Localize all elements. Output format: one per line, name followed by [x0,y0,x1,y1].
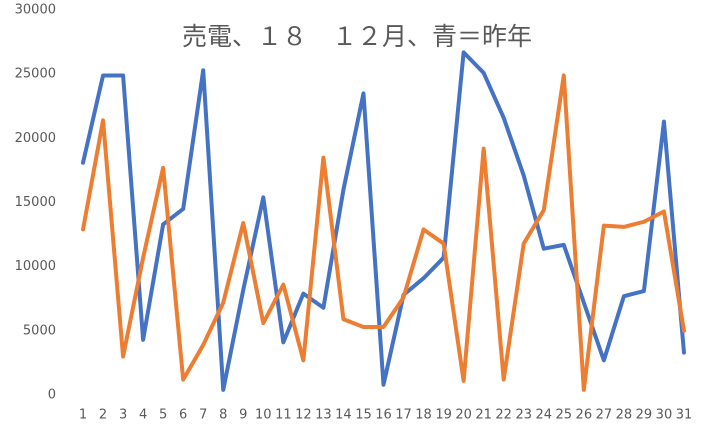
x-tick-label: 10 [255,408,272,423]
y-tick-label: 0 [48,388,56,403]
x-tick-label: 5 [159,408,167,423]
x-tick-label: 3 [119,408,127,423]
x-tick-label: 24 [535,408,552,423]
x-tick-label: 2 [99,408,107,423]
x-tick-label: 29 [636,408,653,423]
x-tick-label: 25 [556,408,573,423]
y-tick-label: 10000 [15,259,56,274]
series-line [81,73,686,392]
x-tick-label: 4 [139,408,147,423]
chart-title: 売電、１８ １２月、青＝昨年 [182,22,532,51]
y-tick-label: 5000 [23,323,56,338]
x-tick-label: 7 [199,408,207,423]
x-tick-label: 20 [455,408,472,423]
x-tick-label: 23 [515,408,532,423]
x-tick-label: 15 [355,408,372,423]
y-tick-label: 30000 [15,3,56,18]
x-tick-label: 16 [375,408,392,423]
x-tick-label: 30 [656,408,673,423]
x-tick-label: 19 [435,408,452,423]
x-tick-label: 6 [179,408,187,423]
x-tick-label: 18 [415,408,432,423]
y-tick-label: 25000 [15,67,56,82]
x-tick-label: 14 [335,408,352,423]
x-tick-label: 21 [475,408,492,423]
series-line [81,50,686,392]
x-tick-label: 26 [576,408,593,423]
x-tick-label: 17 [395,408,412,423]
x-tick-label: 13 [315,408,332,423]
x-tick-label: 22 [495,408,512,423]
x-tick-label: 11 [275,408,292,423]
x-tick-label: 9 [239,408,247,423]
x-tick-label: 12 [295,408,312,423]
y-tick-label: 20000 [15,131,56,146]
x-tick-label: 27 [596,408,613,423]
x-tick-label: 28 [616,408,633,423]
x-tick-label: 31 [676,408,693,423]
y-tick-label: 15000 [15,195,56,210]
x-tick-label: 8 [219,408,227,423]
x-tick-label: 1 [79,408,87,423]
